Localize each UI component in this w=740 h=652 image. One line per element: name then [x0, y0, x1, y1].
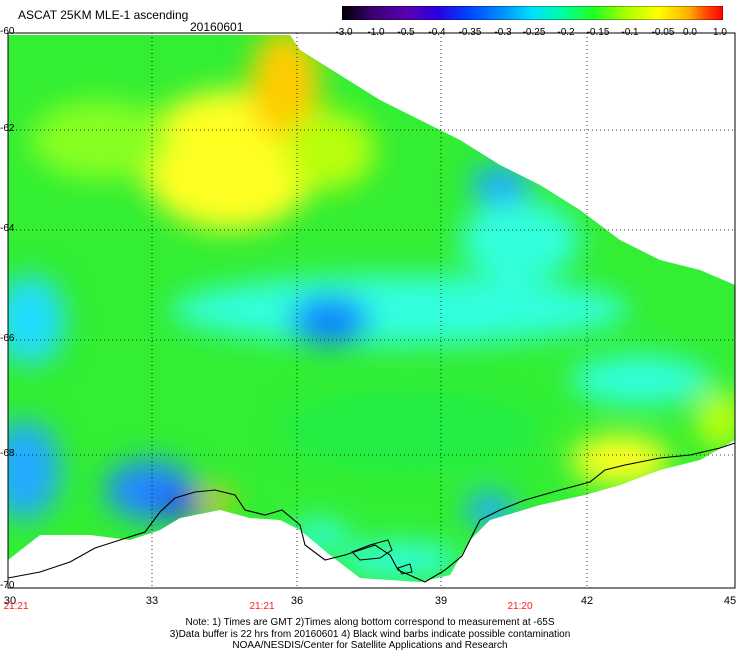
lat-label: -60	[0, 26, 15, 37]
map-title: ASCAT 25KM MLE-1 ascending	[18, 8, 189, 22]
footnote-line: Note: 1) Times are GMT 2)Times along bot…	[185, 617, 555, 628]
graticule	[8, 33, 735, 588]
lon-label: 39	[434, 595, 448, 607]
time-label: 21:20	[507, 601, 533, 612]
lat-label: -70	[0, 580, 15, 591]
ice-shelf-outline	[351, 539, 393, 561]
footnotes: Note: 1) Times are GMT 2)Times along bot…	[0, 617, 740, 652]
antarctic-coastline	[7, 442, 736, 583]
footnote-line: NOAA/NESDIS/Center for Satellite Applica…	[232, 640, 508, 651]
lat-label: -64	[0, 223, 15, 234]
lat-label: -66	[0, 333, 15, 344]
scatterometer-field	[8, 35, 735, 582]
time-label: 21:21	[3, 601, 29, 612]
lon-label: 36	[290, 595, 304, 607]
footnote-line: 3)Data buffer is 22 hrs from 20160601 4)…	[169, 628, 571, 640]
time-label: 21:21	[249, 601, 275, 612]
lat-label: -68	[0, 448, 15, 459]
lon-label: 30	[3, 595, 17, 607]
colorbar	[342, 6, 723, 20]
lon-label: 42	[580, 595, 594, 607]
map-frame	[7, 32, 736, 589]
ice-shelf-outline	[397, 563, 413, 575]
lon-label: 45	[723, 595, 737, 607]
map-date: 20160601	[190, 20, 244, 34]
lon-label: 33	[145, 595, 159, 607]
lat-label: -62	[0, 123, 15, 134]
